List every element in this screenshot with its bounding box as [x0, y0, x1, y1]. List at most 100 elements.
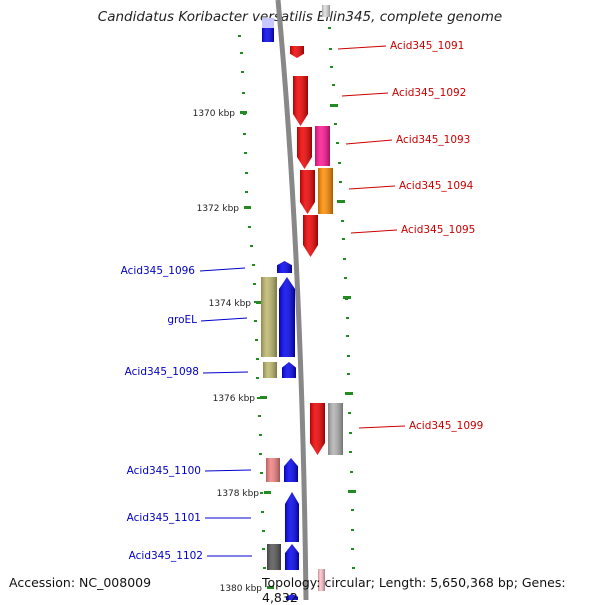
ruler-tick: [351, 509, 354, 511]
ruler-tick: [332, 84, 335, 86]
scale-tick: [260, 396, 267, 399]
gene-arrow[interactable]: [286, 594, 298, 600]
scale-tick: [244, 206, 251, 209]
gene-label[interactable]: Acid345_1094: [399, 180, 474, 192]
gene-arrow-forward[interactable]: [293, 76, 308, 126]
ruler-tick: [259, 434, 262, 436]
label-layer: Acid345_1091 Acid345_1092 Acid345_1093 Acid…: [121, 40, 484, 562]
ruler-tick: [242, 92, 245, 94]
ruler-tick: [338, 162, 341, 164]
scale-tick: [330, 104, 338, 107]
gene-label[interactable]: Acid345_1093: [396, 134, 470, 146]
gene-label[interactable]: groEL: [167, 314, 197, 326]
scale-tick: [240, 111, 247, 114]
scale-label: 1372 kbp: [197, 204, 240, 214]
ruler-tick: [256, 377, 259, 379]
scale-tick: [264, 491, 271, 494]
ruler-tick: [240, 52, 243, 54]
companion-feature[interactable]: [318, 168, 333, 214]
gene-arrow-forward[interactable]: [300, 170, 315, 214]
gene-arrow-forward[interactable]: [290, 46, 304, 58]
ruler-tick: [241, 71, 244, 73]
ruler-tick: [329, 48, 332, 50]
companion-feature[interactable]: [267, 544, 281, 570]
gene-label-leader: [202, 371, 249, 374]
companion-feature[interactable]: [328, 403, 343, 455]
ruler-tick: [342, 238, 345, 240]
ruler-tick: [255, 339, 258, 341]
gene-label-leader: [204, 469, 252, 472]
ruler-tick: [258, 415, 261, 417]
genome-backbone: [275, 0, 309, 600]
ruler-tick: [351, 529, 354, 531]
gene-arrow-reverse[interactable]: [285, 544, 299, 570]
ruler-tick: [250, 245, 253, 247]
ruler-tick: [257, 397, 260, 399]
gene-arrow-reverse[interactable]: [284, 458, 298, 482]
gene-arrow-reverse[interactable]: [282, 362, 296, 378]
ruler-tick: [243, 133, 246, 135]
gene-arrow-forward[interactable]: [297, 127, 312, 169]
scale-label: 1374 kbp: [209, 299, 252, 309]
ruler-tick: [349, 451, 352, 453]
gene-label[interactable]: Acid345_1098: [125, 366, 199, 378]
accession-text: Accession: NC_008009: [9, 575, 152, 590]
companion-feature[interactable]: [261, 277, 277, 357]
gene-label[interactable]: Acid345_1102: [129, 550, 203, 562]
gene-label[interactable]: Acid345_1100: [127, 465, 201, 477]
ruler-tick: [346, 335, 349, 337]
backbone-layer: [275, 0, 309, 600]
ruler-tick: [254, 320, 257, 322]
scale-tick: [345, 392, 353, 395]
ruler-tick: [248, 226, 251, 228]
gene-label-leader: [199, 267, 246, 272]
feature-box[interactable]: [318, 569, 325, 591]
ruler-tick: [330, 66, 333, 68]
feature-box[interactable]: [262, 18, 274, 28]
ruler-tick: [260, 472, 263, 474]
scale-tick: [343, 296, 351, 299]
gene-label-leader: [200, 317, 248, 322]
gene-label-leader: [337, 45, 387, 50]
ruler-tick: [349, 432, 352, 434]
companion-feature[interactable]: [266, 458, 280, 482]
ruler-tick: [262, 530, 265, 532]
ruler-tick: [259, 453, 262, 455]
gene-label[interactable]: Acid345_1092: [392, 87, 466, 99]
ruler-tick: [238, 35, 241, 37]
scale-label: 1378 kbp: [217, 489, 260, 499]
ruler-tick: [339, 181, 342, 183]
gene-label[interactable]: Acid345_1095: [401, 224, 475, 236]
gene-arrow-forward[interactable]: [303, 215, 318, 257]
ruler-tick: [263, 567, 266, 569]
gene-label[interactable]: Acid345_1101: [127, 512, 201, 524]
gene-arrow-forward[interactable]: [310, 403, 325, 455]
ruler-tick: [245, 172, 248, 174]
companion-feature[interactable]: [263, 362, 277, 378]
gene-arrow-reverse[interactable]: [285, 492, 299, 542]
scale-label: 1380 kbp: [220, 584, 263, 594]
gene-arrow-reverse[interactable]: [279, 277, 295, 357]
ruler-tick: [341, 220, 344, 222]
gene-label[interactable]: Acid345_1091: [390, 40, 464, 52]
map-title: Candidatus Koribacter versatilis Ellin34…: [97, 9, 503, 25]
ruler-tick: [350, 471, 353, 473]
ruler-tick: [344, 277, 347, 279]
ruler-tick: [262, 548, 265, 550]
ruler-tick: [260, 492, 263, 494]
gene-arrow-reverse[interactable]: [277, 261, 292, 273]
scale-label: 1370 kbp: [193, 109, 236, 119]
gene-label-leader: [350, 229, 398, 234]
gene-label[interactable]: Acid345_1099: [409, 420, 483, 432]
gene-label-leader: [341, 92, 389, 97]
ruler-tick: [254, 301, 257, 303]
feature-box[interactable]: [322, 5, 330, 17]
ruler-tick: [244, 152, 247, 154]
gene-label[interactable]: Acid345_1096: [121, 265, 196, 277]
gene-label-leader: [345, 139, 393, 145]
ruler-tick: [348, 412, 351, 414]
ruler-tick: [352, 567, 355, 569]
gene-label-leader: [348, 185, 396, 190]
companion-feature[interactable]: [315, 126, 330, 166]
